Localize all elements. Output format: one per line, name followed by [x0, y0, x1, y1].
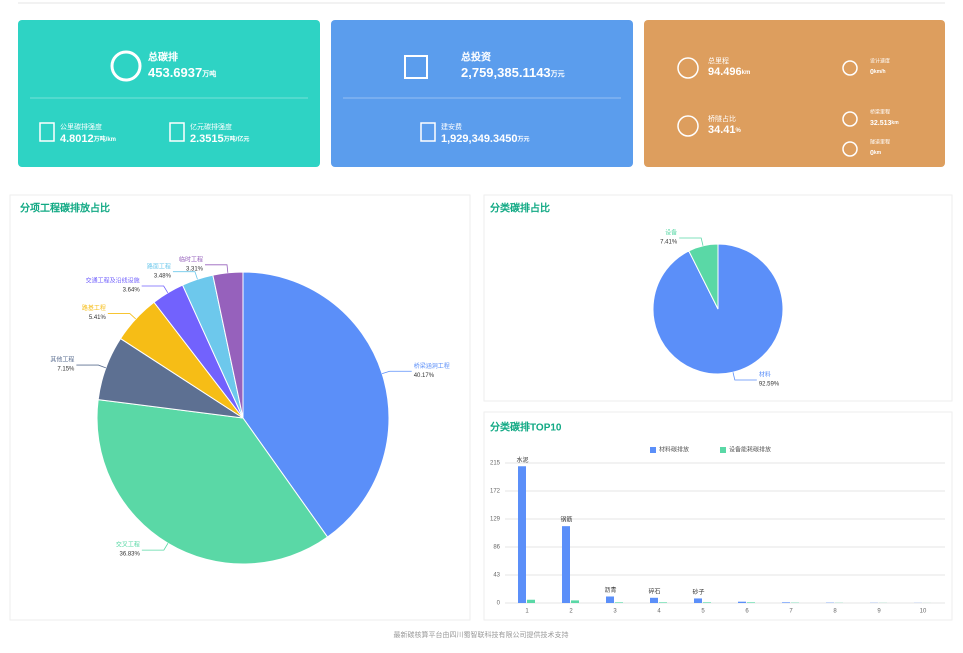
slice-label: 桥梁涵洞工程 [414, 362, 450, 370]
unit: 万吨/km [93, 135, 116, 143]
bar-label: 沥青 [604, 586, 616, 594]
unit: 万元 [550, 70, 565, 78]
bar [527, 600, 535, 603]
unit: km [891, 120, 899, 126]
bar [659, 602, 667, 603]
stat-title: 总投资 [461, 51, 491, 64]
stat-label: 隧道里程 [870, 138, 890, 145]
value: 34.41 [708, 124, 736, 136]
bar [694, 598, 702, 603]
y-tick-label: 172 [490, 489, 501, 495]
stat-value: 0km [870, 150, 882, 157]
unit: km [742, 70, 751, 76]
stat-label: 总里程 [708, 56, 729, 65]
bar [615, 602, 623, 603]
slice-value: 3.48% [154, 273, 172, 279]
panel [484, 412, 952, 620]
stat-value: 0km/h [870, 69, 886, 76]
bar [747, 602, 755, 603]
unit: km [874, 150, 882, 156]
y-tick-label: 43 [493, 573, 500, 579]
slice-value: 5.41% [89, 315, 107, 321]
unit: km/h [874, 69, 886, 75]
stat-label: 建安费 [441, 122, 462, 131]
bar [518, 466, 526, 603]
bar [703, 602, 711, 603]
y-tick-label: 129 [490, 517, 501, 523]
value: 2,759,385.1143 [461, 65, 551, 80]
bar [650, 598, 658, 603]
panel-title: 分项工程碳排放占比 [20, 202, 110, 215]
slice-value: 3.31% [186, 266, 204, 272]
stat-label: 亿元碳排强度 [190, 122, 232, 131]
legend-label: 设备能耗碳排放 [729, 446, 771, 454]
slice-label: 其他工程 [50, 356, 74, 364]
bar-label: 碎石 [648, 587, 660, 595]
value: 4.8012 [60, 133, 94, 145]
unit: 万吨/亿元 [223, 135, 250, 143]
bar [606, 596, 614, 603]
card [644, 20, 945, 167]
footer: 最新碳核算平台由四川蜀智联科技有限公司提供技术支持 [394, 630, 569, 639]
stat-label: 桥隧占比 [708, 114, 736, 123]
legend-swatch [720, 447, 726, 453]
slice-value: 36.83% [119, 552, 140, 558]
slice-value: 40.17% [414, 373, 435, 379]
slice-label: 设备 [665, 229, 677, 237]
y-tick-label: 215 [490, 461, 501, 467]
slice-label: 临时工程 [179, 255, 203, 263]
bar [562, 526, 570, 603]
slice-label: 交通工程及沿线设施 [86, 277, 140, 285]
value: 32.513 [870, 120, 892, 127]
card [331, 20, 633, 167]
panel-title: 分类碳排TOP10 [490, 421, 562, 434]
unit: 万吨 [201, 69, 216, 78]
x-tick-label: 10 [920, 609, 927, 615]
stat-label: 设计速度 [870, 57, 890, 64]
value: 453.6937 [148, 65, 202, 80]
stat-value: 2,759,385.1143万元 [461, 65, 565, 80]
value: 94.496 [708, 66, 742, 78]
slice-value: 3.64% [123, 288, 141, 294]
panel-title: 分类碳排占比 [490, 202, 550, 215]
stat-value: 1,929,349.3450万元 [441, 133, 529, 145]
stat-label: 公里碳排强度 [60, 122, 102, 131]
bar [782, 602, 790, 603]
value: 2.3515 [190, 133, 224, 145]
slice-label: 路基工程 [82, 304, 106, 312]
slice-value: 7.41% [660, 240, 678, 246]
bar [571, 600, 579, 603]
bar-label: 砂子 [692, 588, 704, 596]
bar-label: 水泥 [516, 456, 528, 464]
bar [738, 602, 746, 603]
legend-swatch [650, 447, 656, 453]
unit: % [736, 128, 742, 134]
slice-label: 交叉工程 [116, 541, 140, 549]
stat-title: 总碳排 [148, 51, 178, 64]
stat-value: 32.513km [870, 120, 899, 127]
card [18, 20, 320, 167]
y-tick-label: 86 [493, 545, 500, 551]
legend-label: 材料碳排放 [659, 446, 689, 454]
slice-value: 7.15% [57, 367, 75, 373]
stat-label: 桥梁里程 [870, 108, 890, 115]
slice-label: 材料 [759, 371, 771, 379]
bar-label: 钢筋 [560, 516, 572, 524]
unit: 万元 [516, 136, 529, 143]
value: 1,929,349.3450 [441, 133, 517, 145]
slice-label: 路面工程 [147, 262, 171, 270]
slice-value: 92.59% [759, 382, 780, 388]
